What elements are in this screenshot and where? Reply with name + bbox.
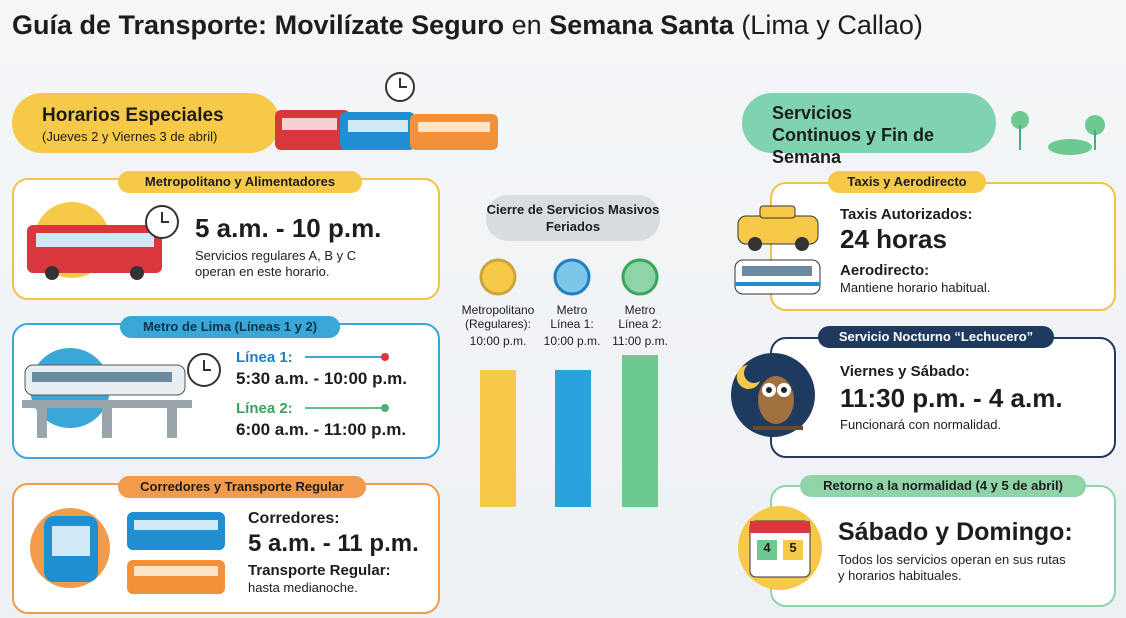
closure-time: 11:00 p.m. — [612, 334, 668, 348]
header-subtitle: (Jueves 2 y Viernes 3 de abril) — [42, 129, 218, 144]
calendar-day: 4 — [763, 540, 771, 555]
card-label: Metropolitano y Alimentadores — [118, 171, 362, 193]
schedule-time: 24 horas — [840, 224, 947, 254]
closure-label: Metropolitano (Regulares): — [461, 303, 535, 331]
card-label: Metro de Lima (Líneas 1 y 2) — [120, 316, 340, 338]
schedule-note: Mantiene horario habitual. — [840, 280, 991, 295]
title-part: (Lima y Callao) — [741, 10, 923, 40]
title-part: en — [511, 10, 542, 40]
schedule-time: 5 a.m. - 10 p.m. — [195, 213, 382, 243]
card — [770, 182, 1116, 311]
header-title: Horarios Especiales — [42, 105, 224, 126]
closure-time: 10:00 p.m. — [469, 334, 527, 348]
header-pill: Servicios Continuos y Fin de Semana — [742, 93, 996, 167]
schedule-time: 11:30 p.m. - 4 a.m. — [840, 383, 1063, 413]
closure-bars — [479, 258, 659, 507]
closure-time: 10:00 p.m. — [543, 334, 601, 348]
line-markers — [305, 353, 389, 412]
bus-icons — [30, 508, 225, 594]
line-name: Línea 1: — [236, 349, 293, 366]
heading: Corredores: — [248, 510, 340, 527]
calendar-icon — [738, 506, 822, 590]
heading: Sábado y Domingo: — [838, 518, 1073, 546]
line-time: 6:00 a.m. - 11:00 p.m. — [236, 420, 407, 439]
subheading: Aerodirecto: — [840, 262, 930, 279]
owl-icon — [731, 353, 815, 437]
card-label: Servicio Nocturno “Lechucero” — [818, 326, 1054, 348]
heading: Taxis Autorizados: — [840, 206, 973, 223]
main-title: Guía de Transporte: Movilízate Seguro en… — [12, 10, 923, 41]
title-part: Semana Santa — [549, 10, 734, 40]
bus-icon — [27, 202, 179, 280]
closure-label: Metro Línea 2: — [618, 303, 662, 331]
schedule-note: hasta medianoche. — [248, 580, 358, 595]
buses-illustration — [275, 72, 498, 150]
card-label: Corredores y Transporte Regular — [118, 476, 366, 498]
schedule-time: 5 a.m. - 11 p.m. — [248, 530, 419, 557]
schedule-note: Servicios regulares A, B y C operan en e… — [195, 248, 357, 279]
card — [770, 485, 1116, 607]
title-part: Guía de Transporte: — [12, 10, 268, 40]
calendar-day: 5 — [789, 540, 797, 555]
title-part: Movilízate Seguro — [274, 10, 505, 40]
header-pill: Horarios Especiales (Jueves 2 y Viernes … — [12, 93, 280, 153]
taxi-icon — [734, 205, 821, 295]
closure-label: Metro Línea 1: — [550, 303, 594, 331]
trees — [1011, 111, 1105, 155]
center-title: Cierre de Servicios Masivos Feriados — [486, 195, 660, 241]
schedule-note: Todos los servicios operan en sus rutas … — [838, 552, 1066, 583]
train-icon — [22, 348, 221, 438]
heading: Viernes y Sábado: — [840, 363, 970, 380]
schedule-note: Funcionará con normalidad. — [840, 417, 1002, 432]
line-time: 5:30 a.m. - 10:00 p.m. — [236, 369, 408, 388]
line-name: Línea 2: — [236, 400, 293, 417]
card-label: Retorno a la normalidad (4 y 5 de abril) — [800, 475, 1086, 497]
subheading: Transporte Regular: — [248, 562, 391, 579]
card-label: Taxis y Aerodirecto — [828, 171, 986, 193]
